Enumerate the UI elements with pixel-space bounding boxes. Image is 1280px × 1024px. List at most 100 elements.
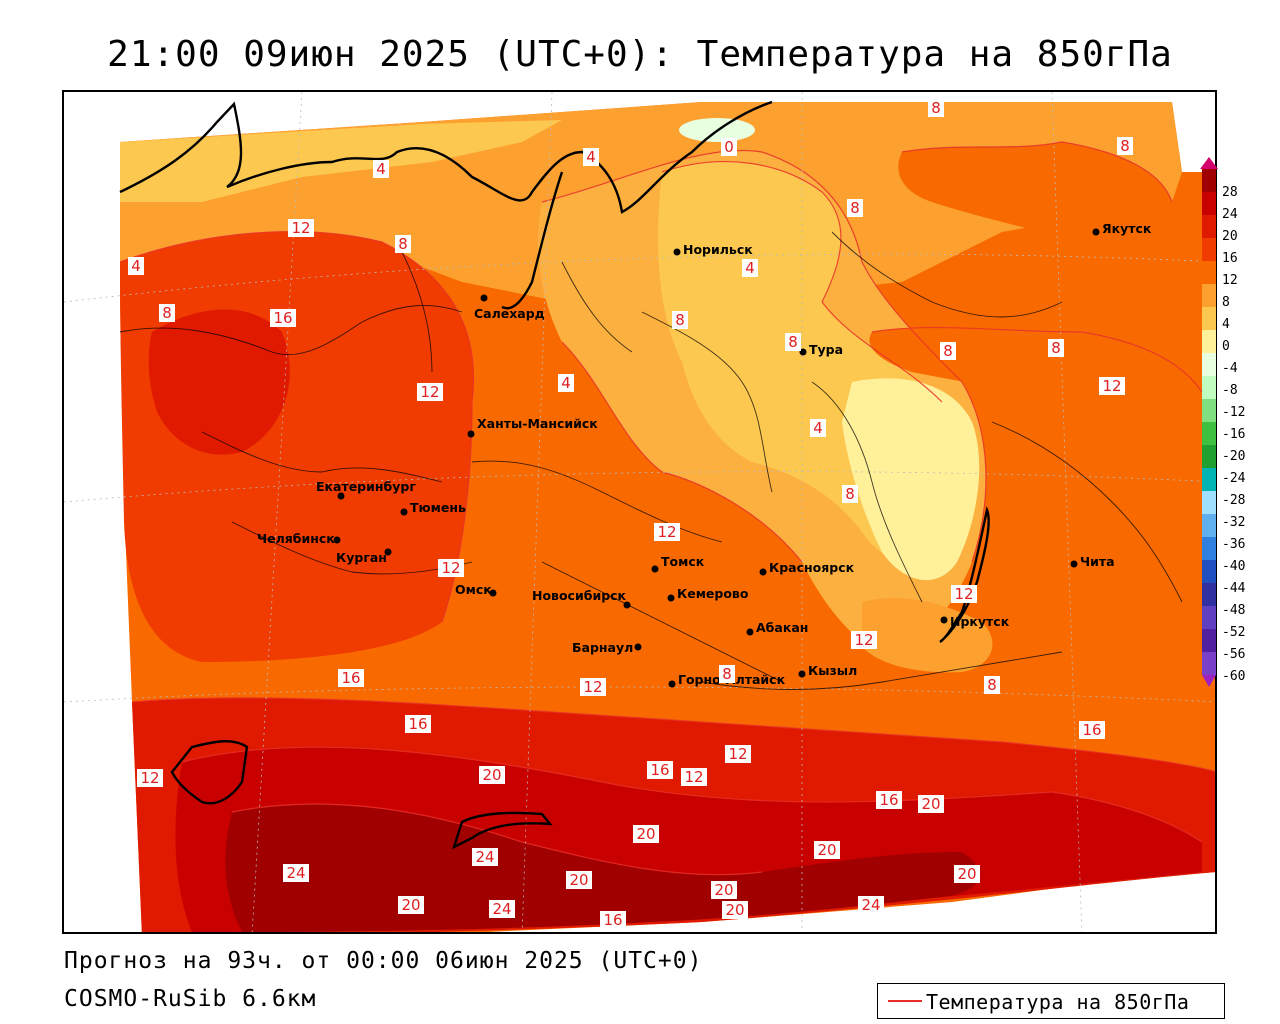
svg-text:0: 0	[724, 138, 734, 156]
city-markers: Норильск Якутск Салехард Тура Ханты-Манс…	[257, 221, 1152, 688]
isotherm-label: 4	[128, 257, 144, 275]
colorbar-tick-label: -60	[1222, 669, 1246, 684]
svg-text:8: 8	[398, 235, 408, 253]
svg-text:20: 20	[569, 871, 588, 889]
colorbar-tick-label: -40	[1222, 559, 1246, 574]
colorbar-swatch	[1202, 399, 1216, 423]
city-label: Кемерово	[677, 586, 749, 601]
svg-text:4: 4	[131, 257, 141, 275]
svg-text:16: 16	[879, 791, 898, 809]
isotherm-label: 12	[288, 219, 314, 237]
colorbar-tick-label: -36	[1222, 537, 1246, 552]
svg-text:12: 12	[684, 768, 703, 786]
colorbar-swatch	[1202, 560, 1216, 584]
isotherm-label: 24	[858, 896, 884, 914]
colorbar-tick-label: 28	[1222, 185, 1238, 200]
admin-borders	[119, 231, 1183, 690]
isotherm-label: 12	[725, 745, 751, 763]
city-tura[interactable]: Тура	[799, 342, 844, 357]
svg-text:8: 8	[788, 333, 798, 351]
coastlines	[119, 100, 990, 850]
svg-text:16: 16	[650, 761, 669, 779]
city-kurgan[interactable]: Курган	[336, 548, 392, 566]
colorbar-swatch	[1202, 491, 1216, 515]
svg-text:20: 20	[957, 865, 976, 883]
isotherm-label: 24	[489, 900, 515, 918]
city-novosibirsk[interactable]: Новосибирск	[532, 588, 631, 609]
colorbar-swatch	[1202, 353, 1216, 377]
city-label: Красноярск	[769, 560, 855, 575]
svg-text:8: 8	[1120, 137, 1130, 155]
isotherm-label: 8	[395, 235, 411, 253]
isotherm-label: 20	[398, 896, 424, 914]
svg-text:20: 20	[921, 795, 940, 813]
colorbar-tick-label: -4	[1222, 361, 1238, 376]
map-panel[interactable]: Норильск Якутск Салехард Тура Ханты-Манс…	[62, 90, 1217, 934]
svg-text:8: 8	[931, 99, 941, 117]
temperature-fields	[120, 102, 1215, 932]
colorbar-tick-label: -44	[1222, 581, 1246, 596]
isotherm-label: 20	[566, 871, 592, 889]
city-barnaul[interactable]: Барнаул	[572, 640, 642, 655]
svg-text:8: 8	[1051, 339, 1061, 357]
city-kemerovo[interactable]: Кемерово	[667, 586, 749, 602]
isotherm-labels: 8 0 8 4 4 12 8 8 4 16 8 4 8 8 8 12 8 4 4 8 12 12 12 16 12 12 8 12 16…	[128, 99, 1133, 929]
city-label: Тура	[809, 342, 843, 357]
isotherm-label: 4	[742, 259, 758, 277]
colorbar-swatch	[1202, 629, 1216, 653]
svg-text:8: 8	[675, 311, 685, 329]
colorbar-swatch	[1202, 169, 1216, 193]
city-salekhard[interactable]: Салехард	[474, 294, 545, 322]
colorbar-swatch	[1202, 445, 1216, 469]
colorbar-tick-label: 0	[1222, 339, 1230, 354]
city-omsk[interactable]: Омск	[455, 582, 497, 597]
svg-text:16: 16	[273, 309, 292, 327]
city-label: Ханты-Мансийск	[477, 416, 598, 431]
city-krasnoyarsk[interactable]: Красноярск	[759, 560, 855, 576]
city-label: Кызыл	[808, 663, 857, 678]
isotherm-label: 16	[647, 761, 673, 779]
isotherm-label: 20	[633, 825, 659, 843]
city-yakutsk[interactable]: Якутск	[1092, 221, 1152, 236]
svg-text:16: 16	[341, 669, 360, 687]
colorbar-swatch	[1202, 514, 1216, 538]
isotherm-label: 20	[711, 881, 737, 899]
city-label: Челябинск	[257, 531, 335, 546]
city-chelyabinsk[interactable]: Челябинск	[257, 531, 341, 546]
isotherm-label: 24	[472, 848, 498, 866]
svg-text:24: 24	[492, 900, 511, 918]
city-tyumen[interactable]: Тюмень	[400, 500, 467, 516]
svg-text:8: 8	[162, 304, 172, 322]
svg-text:12: 12	[728, 745, 747, 763]
isotherm-label: 20	[722, 901, 748, 919]
svg-text:8: 8	[943, 342, 953, 360]
forecast-info: Прогноз на 93ч. от 00:00 06июн 2025 (UTC…	[64, 948, 703, 974]
city-irkutsk[interactable]: Иркутск	[940, 614, 1010, 629]
svg-text:12: 12	[657, 523, 676, 541]
city-khanty-mansiysk[interactable]: Ханты-Мансийск	[467, 416, 599, 438]
city-label: Курган	[336, 550, 387, 565]
city-label: Омск	[455, 582, 492, 597]
svg-text:12: 12	[954, 585, 973, 603]
svg-text:12: 12	[420, 383, 439, 401]
city-tomsk[interactable]: Томск	[651, 554, 705, 573]
isotherm-label: 8	[847, 199, 863, 217]
svg-text:8: 8	[850, 199, 860, 217]
city-yekaterinburg[interactable]: Екатеринбург	[316, 479, 416, 500]
isotherm-label: 16	[876, 791, 902, 809]
isotherm-label: 16	[1079, 721, 1105, 739]
isotherm-label: 12	[951, 585, 977, 603]
isotherm-label: 8	[672, 311, 688, 329]
colorbar-tick-label: 4	[1222, 317, 1230, 332]
city-kyzyl[interactable]: Кызыл	[798, 663, 858, 678]
svg-text:4: 4	[813, 419, 823, 437]
city-chita[interactable]: Чита	[1070, 554, 1115, 569]
svg-text:12: 12	[1102, 377, 1121, 395]
city-label: Норильск	[683, 242, 753, 257]
svg-text:8: 8	[845, 485, 855, 503]
svg-text:24: 24	[475, 848, 494, 866]
city-norilsk[interactable]: Норильск	[673, 242, 754, 257]
svg-text:20: 20	[725, 901, 744, 919]
city-abakan[interactable]: Абакан	[746, 620, 809, 636]
isotherm-label: 24	[283, 864, 309, 882]
